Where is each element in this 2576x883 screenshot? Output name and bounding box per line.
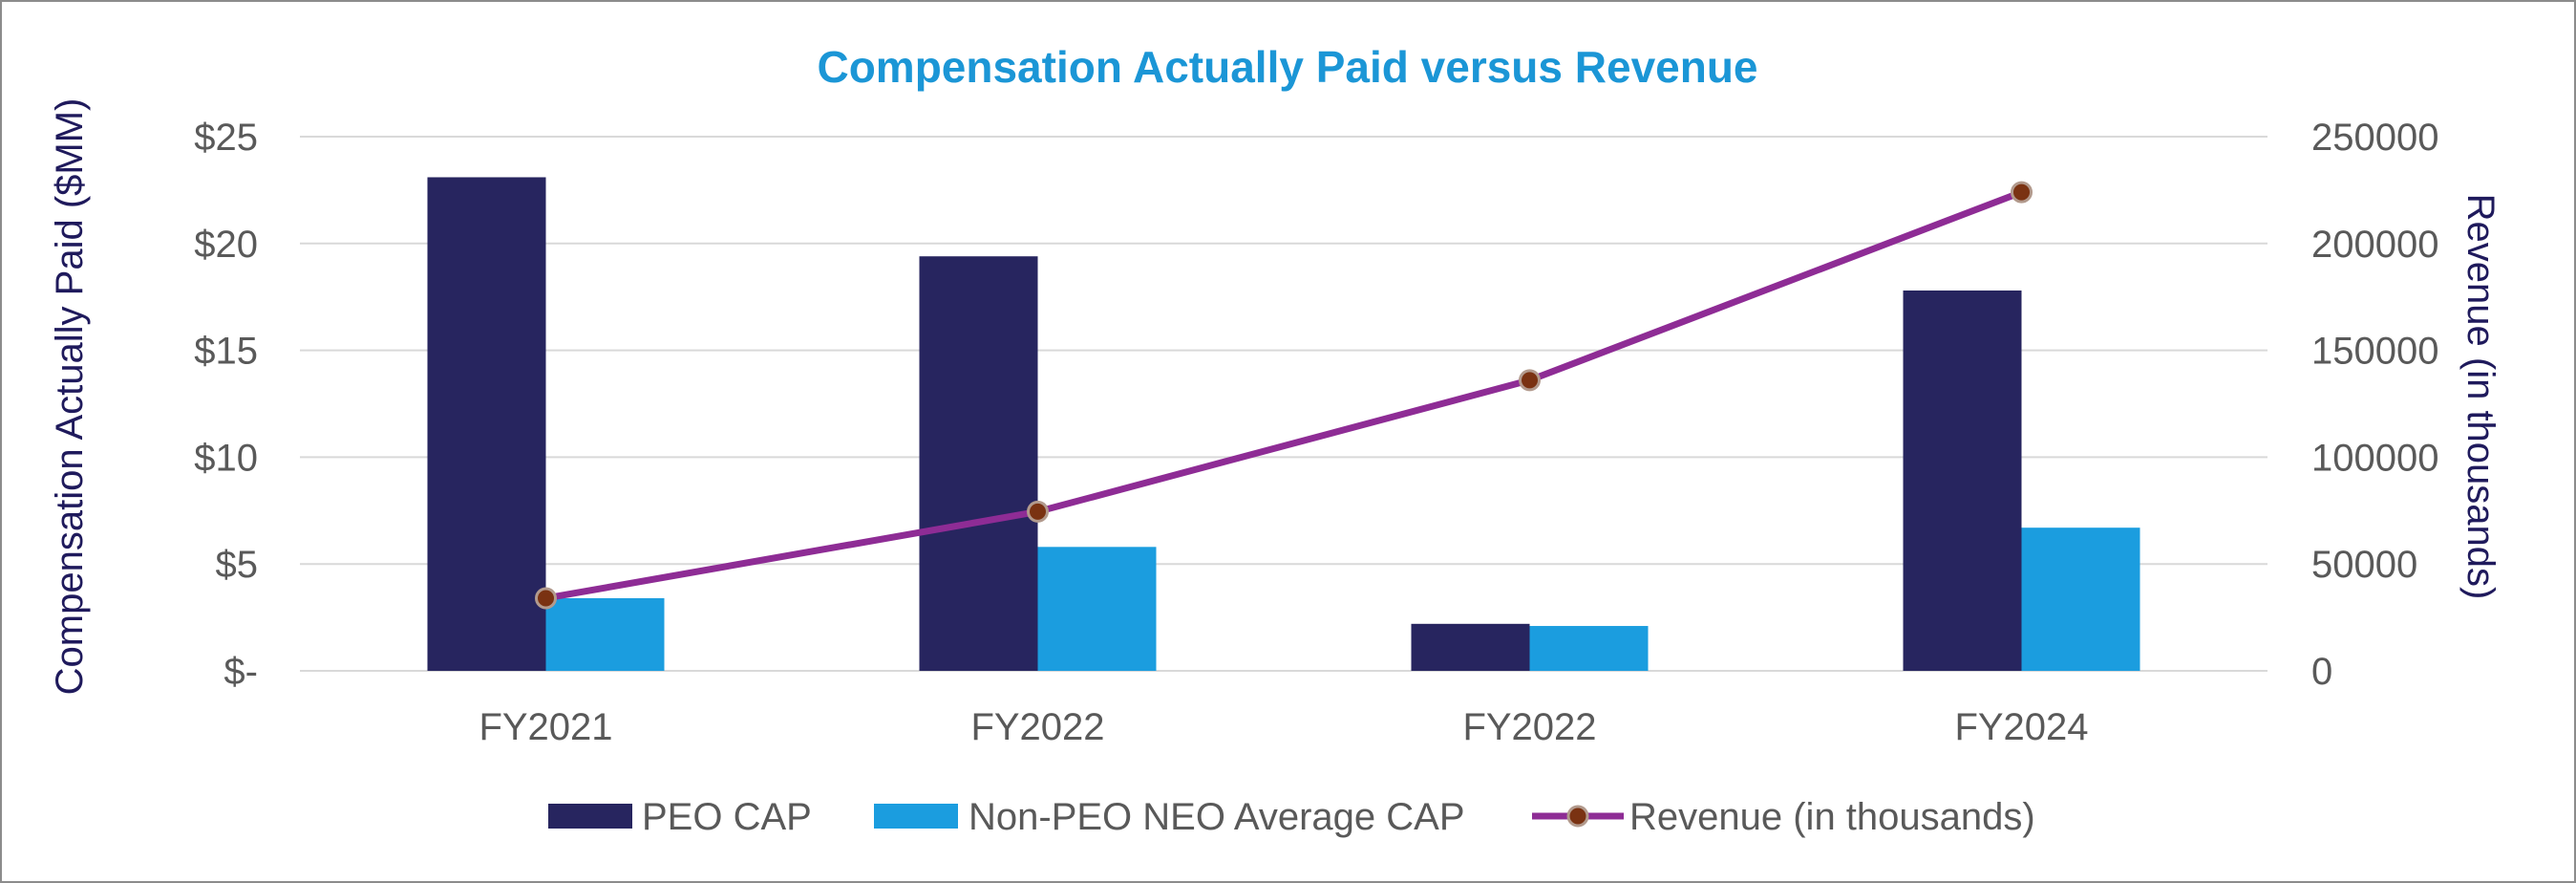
legend-swatch-non-peo-neo-avg-cap xyxy=(874,804,958,829)
y-left-tick-label: $20 xyxy=(194,224,258,266)
bar-peo-cap-1 xyxy=(919,256,1038,671)
legend-label-revenue: Revenue (in thousands) xyxy=(1629,796,2035,838)
y-right-tick-label: 100000 xyxy=(2311,437,2438,479)
revenue-point-3 xyxy=(2011,181,2033,204)
bar-non-peo-neo-avg-cap-2 xyxy=(1529,626,1649,671)
y-left-tick-label: $10 xyxy=(194,437,258,479)
legend-swatch-revenue-marker xyxy=(1566,805,1589,828)
revenue-point-0 xyxy=(535,587,557,610)
y-right-tick-label: 150000 xyxy=(2311,331,2438,373)
y-right-tick-label: 50000 xyxy=(2311,544,2417,586)
y-left-tick-label: $25 xyxy=(194,117,258,159)
y-left-tick-label: $5 xyxy=(216,544,259,586)
revenue-line xyxy=(544,188,2023,602)
x-tick-label: FY2022 xyxy=(970,706,1104,748)
y-left-tick-label: $- xyxy=(224,651,258,693)
y-axis-right-title: Revenue (in thousands) xyxy=(2459,194,2501,600)
legend-label-peo-cap: PEO CAP xyxy=(642,796,812,838)
y-axis-left-title: Compensation Actually Paid ($MM) xyxy=(49,98,91,696)
revenue-point-1 xyxy=(1027,500,1049,523)
chart-title: Compensation Actually Paid versus Revenu… xyxy=(817,42,1757,92)
revenue-point-2 xyxy=(1519,369,1541,392)
bar-non-peo-neo-avg-cap-1 xyxy=(1037,547,1157,671)
legend-label-non-peo-neo-avg-cap: Non-PEO NEO Average CAP xyxy=(969,796,1465,838)
x-tick-label: FY2021 xyxy=(479,706,612,748)
axes: $- 0 $5 50000 $10 100000 $15 150000 $20 200000 $25… xyxy=(194,117,2438,748)
bar-peo-cap-2 xyxy=(1411,623,1530,671)
y-right-tick-label: 200000 xyxy=(2311,224,2438,266)
legend-swatch-peo-cap xyxy=(548,804,632,829)
legend: PEO CAP Non-PEO NEO Average CAP Revenue (i… xyxy=(548,796,2035,838)
bar-peo-cap-3 xyxy=(1903,290,2022,671)
x-tick-label: FY2024 xyxy=(1954,706,2088,748)
bars xyxy=(427,177,2140,671)
bar-peo-cap-0 xyxy=(427,177,546,671)
bar-non-peo-neo-avg-cap-3 xyxy=(2021,528,2140,671)
y-right-tick-label: 250000 xyxy=(2311,117,2438,159)
x-tick-label: FY2022 xyxy=(1462,706,1596,748)
bar-non-peo-neo-avg-cap-0 xyxy=(545,597,665,671)
y-right-tick-label: 0 xyxy=(2311,651,2332,693)
revenue-line-layer xyxy=(535,181,2033,610)
y-left-tick-label: $15 xyxy=(194,331,258,373)
